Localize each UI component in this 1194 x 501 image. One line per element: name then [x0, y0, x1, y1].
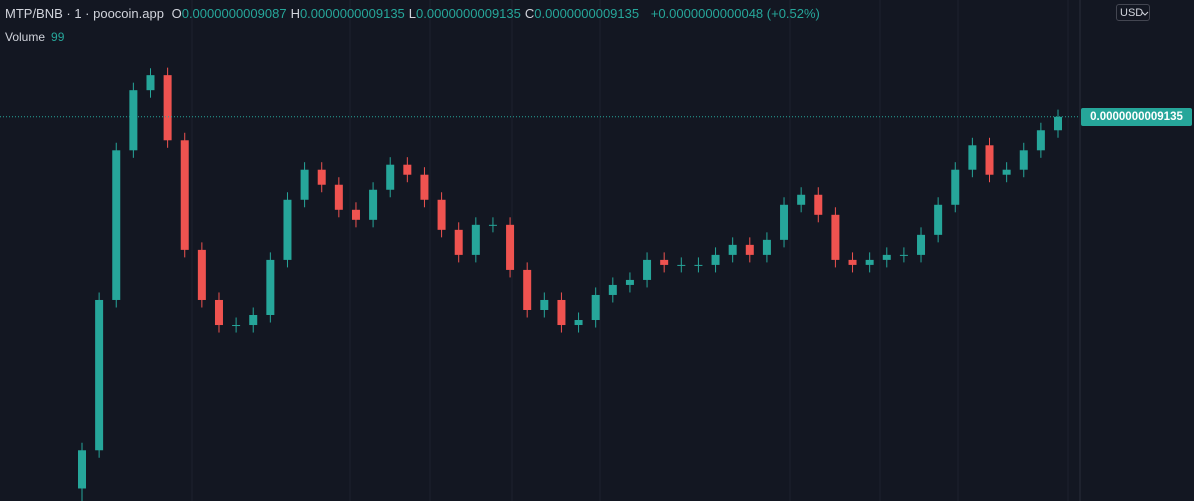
candle-body	[129, 90, 138, 151]
ohlc-key: C	[524, 6, 535, 21]
candle-body	[454, 229, 463, 255]
candle-body	[780, 204, 789, 240]
candle-body	[865, 259, 874, 265]
grid	[191, 0, 1081, 501]
candle-body	[591, 294, 600, 321]
candle-body	[214, 299, 223, 326]
volume-value: 99	[51, 30, 65, 44]
candle-body	[266, 259, 275, 316]
candle-body	[437, 199, 446, 230]
candle-body	[694, 264, 703, 266]
candle-body	[180, 140, 189, 250]
candle-body	[831, 214, 840, 260]
candle-body	[488, 224, 497, 226]
candle-body	[249, 315, 258, 326]
currency[interactable]: USD	[1120, 7, 1144, 19]
candle-body	[334, 184, 343, 210]
candle-body	[917, 234, 926, 255]
candle-body	[1036, 130, 1045, 151]
candle-body	[643, 259, 652, 280]
change: +0.0000000000048 (+0.52%)	[650, 6, 820, 21]
candle-body	[95, 299, 104, 451]
ohlc-key: L	[408, 6, 417, 21]
ohlc-key: O	[171, 6, 182, 21]
volume-label: Volume	[5, 30, 46, 44]
candle-body	[523, 269, 532, 310]
candle-body	[1054, 116, 1062, 131]
ohlc: O0.0000000009087 H0.0000000009135 L0.00000…	[172, 6, 644, 21]
candle-body	[78, 450, 86, 489]
candle-body	[677, 264, 686, 266]
candle-body	[403, 164, 412, 175]
ohlc-value: 0.0000000009135	[534, 6, 640, 21]
candle-body	[232, 325, 241, 327]
candle-body	[899, 254, 908, 256]
candle-body	[625, 279, 634, 285]
candle-body	[934, 204, 943, 235]
candle-body	[1002, 169, 1011, 175]
ohlc-value: 0.0000000009135	[416, 6, 521, 21]
candle-body	[163, 75, 172, 141]
candle-body	[506, 224, 515, 270]
candle-body	[420, 174, 429, 200]
candle-body	[848, 259, 857, 265]
volume-legend: Volume 99	[5, 30, 64, 44]
candle-body	[112, 150, 121, 300]
candle-body	[146, 75, 155, 91]
candle-body	[557, 299, 566, 326]
symbol-title: MTP/BNB · 1 · poocoin.app	[5, 6, 164, 21]
candle-body	[882, 254, 891, 260]
candle-body	[951, 169, 960, 205]
candle-body	[471, 224, 480, 255]
candle-body	[1019, 150, 1028, 170]
candle-body	[608, 284, 617, 295]
candle-body	[660, 259, 669, 265]
candle-body	[197, 249, 206, 300]
candle-body	[814, 194, 823, 215]
candle-body	[283, 199, 292, 260]
candle-body	[369, 189, 378, 220]
candle-body	[728, 244, 737, 255]
candle-body	[540, 299, 549, 310]
ohlc-key: H	[290, 6, 300, 21]
candle-body	[711, 254, 720, 265]
ohlc-value: 0.0000000009087	[181, 6, 287, 21]
candle-body	[351, 209, 360, 220]
legend-header: MTP/BNB · 1 · poocoin.app O0.00000000090…	[5, 6, 824, 21]
candle-body	[762, 239, 771, 255]
ohlc-value: 0.0000000009135	[299, 6, 405, 21]
candle-body	[386, 164, 395, 190]
candle-body	[745, 244, 754, 255]
candle-body	[317, 169, 326, 185]
caret	[1141, 11, 1149, 16]
candle-body	[985, 145, 994, 175]
candle-body	[574, 320, 583, 326]
last-price-label: 0.0000000009135	[1081, 107, 1192, 126]
currency-button[interactable]: USD	[1116, 4, 1150, 21]
candle-body	[968, 145, 977, 170]
candle-body	[797, 194, 806, 205]
candle-body	[300, 169, 309, 200]
